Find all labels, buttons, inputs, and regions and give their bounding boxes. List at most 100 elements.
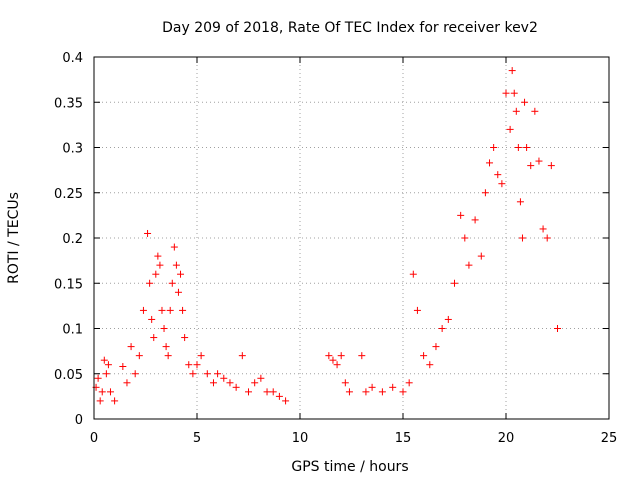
data-point xyxy=(263,388,271,396)
data-point xyxy=(214,370,222,378)
data-point xyxy=(154,252,162,260)
x-tick-label: 5 xyxy=(193,431,201,446)
data-point xyxy=(185,361,193,369)
data-point xyxy=(150,334,158,342)
data-point xyxy=(486,159,494,167)
x-tick-label: 0 xyxy=(90,431,98,446)
data-point xyxy=(345,388,353,396)
data-point xyxy=(547,162,555,170)
data-point xyxy=(535,157,543,165)
data-point xyxy=(481,189,489,197)
x-tick-label: 25 xyxy=(601,431,618,446)
data-point xyxy=(413,306,421,314)
data-point xyxy=(490,144,498,151)
data-point xyxy=(203,370,211,378)
data-point xyxy=(193,361,201,369)
data-point xyxy=(514,144,522,151)
y-tick-label: 0.15 xyxy=(54,277,83,292)
data-point xyxy=(131,370,139,378)
data-point xyxy=(362,388,370,396)
data-point xyxy=(512,107,520,115)
data-point xyxy=(166,306,174,314)
y-tick-label: 0 xyxy=(75,413,83,428)
data-point xyxy=(94,374,102,382)
data-point xyxy=(461,234,469,242)
data-point xyxy=(168,279,176,287)
y-tick-label: 0.3 xyxy=(62,142,83,157)
data-point xyxy=(409,270,417,278)
data-point xyxy=(368,383,376,391)
data-point xyxy=(325,352,333,360)
data-point xyxy=(160,325,168,332)
grid-lines xyxy=(94,57,609,419)
data-point xyxy=(405,379,413,387)
data-point xyxy=(457,211,465,219)
x-axis-label: GPS time / hours xyxy=(291,459,408,475)
chart-title: Day 209 of 2018, Rate Of TEC Index for r… xyxy=(162,20,538,36)
data-point xyxy=(527,162,535,170)
data-point xyxy=(170,243,178,251)
data-point xyxy=(477,252,485,260)
data-point xyxy=(498,180,506,188)
data-points xyxy=(92,67,561,405)
data-point xyxy=(135,352,143,360)
x-tick-label: 20 xyxy=(498,431,515,446)
data-point xyxy=(523,144,531,151)
data-point xyxy=(146,279,154,287)
data-point xyxy=(257,374,265,382)
data-point xyxy=(358,352,366,360)
y-tick-label: 0.2 xyxy=(62,232,83,247)
data-point xyxy=(502,89,510,97)
data-point xyxy=(426,361,434,369)
data-point xyxy=(96,397,104,405)
data-point xyxy=(251,379,259,387)
data-point xyxy=(341,379,349,387)
data-point xyxy=(531,107,539,115)
data-point xyxy=(148,315,156,323)
data-point xyxy=(111,397,119,405)
data-point xyxy=(100,356,108,364)
data-point xyxy=(139,306,147,314)
data-point xyxy=(543,234,551,242)
data-point xyxy=(181,334,189,342)
data-point xyxy=(451,279,458,287)
data-point xyxy=(197,352,205,360)
data-point xyxy=(174,288,182,296)
data-point xyxy=(164,352,172,360)
data-point xyxy=(275,392,283,400)
data-point xyxy=(399,388,407,396)
data-point xyxy=(127,343,135,351)
data-point xyxy=(119,363,127,371)
data-point xyxy=(506,125,514,133)
data-point xyxy=(106,388,114,396)
data-point xyxy=(539,225,547,233)
data-point xyxy=(554,325,561,332)
y-tick-label: 0.05 xyxy=(54,368,83,383)
data-point xyxy=(471,216,479,224)
x-tick-label: 15 xyxy=(395,431,412,446)
data-point xyxy=(333,361,341,369)
data-point xyxy=(162,343,170,351)
data-point xyxy=(329,356,337,364)
y-tick-label: 0.35 xyxy=(54,96,83,111)
data-point xyxy=(378,388,386,396)
data-point xyxy=(337,352,345,360)
y-axis-label: ROTI / TECUs xyxy=(6,192,22,284)
data-point xyxy=(220,374,228,382)
data-point xyxy=(465,261,473,269)
data-point xyxy=(238,352,246,360)
data-point xyxy=(494,171,502,179)
data-point xyxy=(156,261,164,269)
data-point xyxy=(432,343,440,351)
data-point xyxy=(510,89,518,97)
data-point xyxy=(98,388,106,396)
data-point xyxy=(189,370,197,378)
data-point xyxy=(444,315,452,323)
data-point xyxy=(179,306,187,314)
data-point xyxy=(245,388,252,396)
data-point xyxy=(123,379,131,387)
data-point xyxy=(158,306,166,314)
y-tick-label: 0.25 xyxy=(54,187,83,202)
